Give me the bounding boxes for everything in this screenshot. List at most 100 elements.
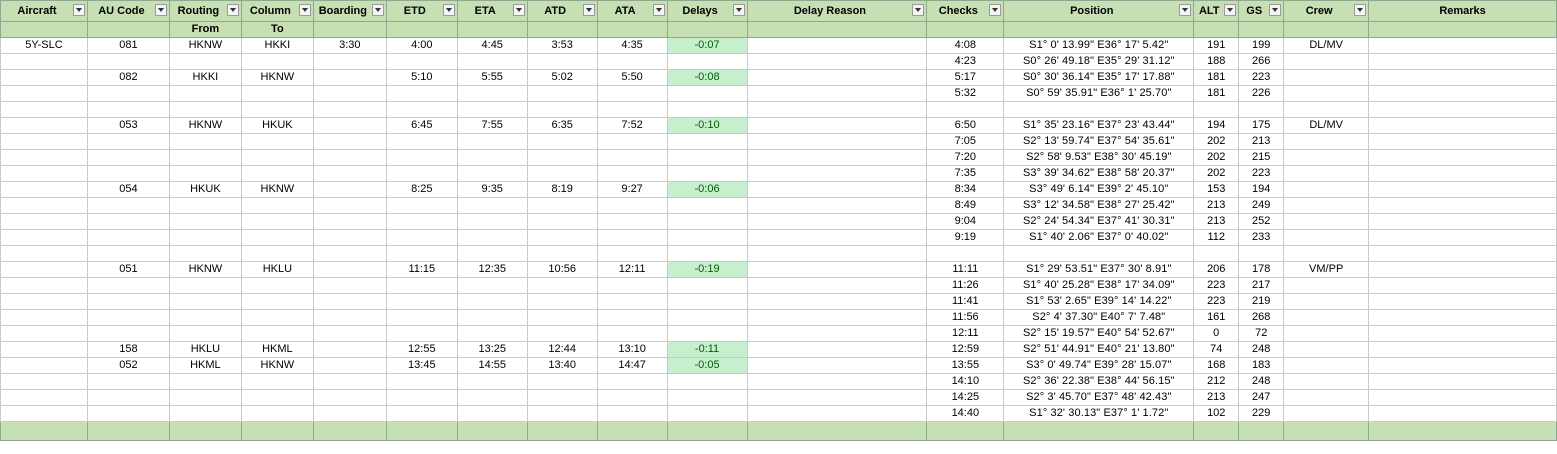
table-cell[interactable]: 213 [1193, 213, 1240, 230]
table-cell[interactable]: S3° 39' 34.62" E38° 58' 20.37" [1003, 165, 1195, 182]
table-cell[interactable] [312, 277, 387, 294]
table-cell[interactable] [0, 341, 88, 358]
table-cell[interactable]: S1° 35' 23.16" E37° 23' 43.44" [1003, 117, 1195, 134]
table-cell[interactable] [666, 325, 748, 342]
table-cell[interactable] [86, 149, 170, 166]
table-cell[interactable] [1368, 53, 1557, 70]
table-cell[interactable]: 161 [1193, 309, 1240, 326]
table-cell[interactable] [1283, 357, 1370, 374]
table-cell[interactable] [168, 277, 242, 294]
table-cell[interactable]: 5Y-SLC [0, 37, 88, 54]
table-cell[interactable] [746, 341, 928, 358]
table-cell[interactable] [926, 421, 1005, 441]
table-cell[interactable] [666, 309, 748, 326]
table-cell[interactable] [1368, 389, 1557, 406]
table-cell[interactable] [312, 69, 387, 86]
table-cell[interactable]: 7:05 [926, 133, 1005, 150]
table-cell[interactable]: 202 [1193, 133, 1240, 150]
table-cell[interactable] [596, 405, 668, 422]
table-cell[interactable] [1283, 277, 1370, 294]
table-cell[interactable] [0, 197, 88, 214]
table-cell[interactable] [0, 69, 88, 86]
table-cell[interactable]: 051 [86, 261, 170, 278]
table-cell[interactable] [666, 293, 748, 310]
table-cell[interactable] [86, 165, 170, 182]
table-cell[interactable]: HKKI [168, 69, 242, 86]
table-cell[interactable] [1368, 405, 1557, 422]
table-cell[interactable]: -0:10 [666, 117, 748, 134]
table-cell[interactable] [596, 229, 668, 246]
table-cell[interactable]: 10:56 [526, 261, 598, 278]
table-cell[interactable] [1283, 405, 1370, 422]
table-cell[interactable] [86, 389, 170, 406]
table-cell[interactable] [1368, 229, 1557, 246]
column-header[interactable]: GS [1238, 0, 1285, 22]
table-cell[interactable]: 202 [1193, 165, 1240, 182]
table-cell[interactable] [312, 293, 387, 310]
table-cell[interactable]: 191 [1193, 37, 1240, 54]
filter-dropdown-icon[interactable] [371, 4, 384, 16]
table-cell[interactable]: 213 [1238, 133, 1285, 150]
subheader-cell[interactable] [666, 21, 748, 38]
table-cell[interactable] [1283, 325, 1370, 342]
table-cell[interactable] [456, 309, 528, 326]
table-cell[interactable] [168, 325, 242, 342]
table-cell[interactable]: 5:32 [926, 85, 1005, 102]
table-cell[interactable] [86, 101, 170, 118]
table-cell[interactable] [168, 229, 242, 246]
table-cell[interactable] [385, 421, 458, 441]
table-cell[interactable]: 14:25 [926, 389, 1005, 406]
subheader-cell[interactable] [746, 21, 928, 38]
table-cell[interactable]: 7:35 [926, 165, 1005, 182]
table-cell[interactable]: S0° 30' 36.14" E35° 17' 17.88" [1003, 69, 1195, 86]
table-cell[interactable]: 72 [1238, 325, 1285, 342]
table-cell[interactable]: 153 [1193, 181, 1240, 198]
table-cell[interactable] [86, 293, 170, 310]
table-cell[interactable]: VM/PP [1283, 261, 1370, 278]
table-cell[interactable] [456, 405, 528, 422]
column-header[interactable]: ETD [385, 0, 458, 22]
table-cell[interactable]: S1° 40' 2.06" E37° 0' 40.02" [1003, 229, 1195, 246]
table-cell[interactable]: 4:08 [926, 37, 1005, 54]
table-cell[interactable]: 212 [1193, 373, 1240, 390]
table-cell[interactable] [385, 389, 458, 406]
table-cell[interactable]: S0° 59' 35.91" E36° 1' 25.70" [1003, 85, 1195, 102]
table-cell[interactable] [526, 405, 598, 422]
table-cell[interactable] [312, 165, 387, 182]
table-cell[interactable]: 12:11 [596, 261, 668, 278]
table-cell[interactable]: S0° 26' 49.18" E35° 29' 31.12" [1003, 53, 1195, 70]
filter-dropdown-icon[interactable] [72, 4, 85, 16]
table-cell[interactable] [456, 229, 528, 246]
table-cell[interactable] [86, 53, 170, 70]
table-cell[interactable] [312, 261, 387, 278]
table-cell[interactable]: 202 [1193, 149, 1240, 166]
table-cell[interactable] [168, 197, 242, 214]
table-cell[interactable] [0, 389, 88, 406]
column-header[interactable]: ETA [456, 0, 528, 22]
table-cell[interactable] [526, 53, 598, 70]
filter-dropdown-icon[interactable] [652, 4, 665, 16]
table-cell[interactable]: 223 [1238, 165, 1285, 182]
table-cell[interactable] [0, 117, 88, 134]
subheader-cell[interactable] [526, 21, 598, 38]
filter-dropdown-icon[interactable] [989, 4, 1002, 16]
table-cell[interactable]: S1° 32' 30.13" E37° 1' 1.72" [1003, 405, 1195, 422]
table-cell[interactable] [666, 149, 748, 166]
table-cell[interactable] [385, 245, 458, 262]
table-cell[interactable] [0, 277, 88, 294]
table-cell[interactable] [0, 325, 88, 342]
table-cell[interactable] [746, 389, 928, 406]
table-cell[interactable] [1283, 421, 1370, 441]
table-cell[interactable]: 194 [1193, 117, 1240, 134]
table-cell[interactable] [746, 357, 928, 374]
table-cell[interactable] [385, 53, 458, 70]
table-cell[interactable] [0, 309, 88, 326]
table-cell[interactable] [0, 357, 88, 374]
table-cell[interactable] [1283, 181, 1370, 198]
column-header[interactable]: Aircraft [0, 0, 88, 22]
table-cell[interactable]: 053 [86, 117, 170, 134]
table-cell[interactable]: 3:53 [526, 37, 598, 54]
table-cell[interactable]: HKLU [240, 261, 314, 278]
table-cell[interactable] [240, 53, 314, 70]
table-cell[interactable]: S2° 3' 45.70" E37° 48' 42.43" [1003, 389, 1195, 406]
